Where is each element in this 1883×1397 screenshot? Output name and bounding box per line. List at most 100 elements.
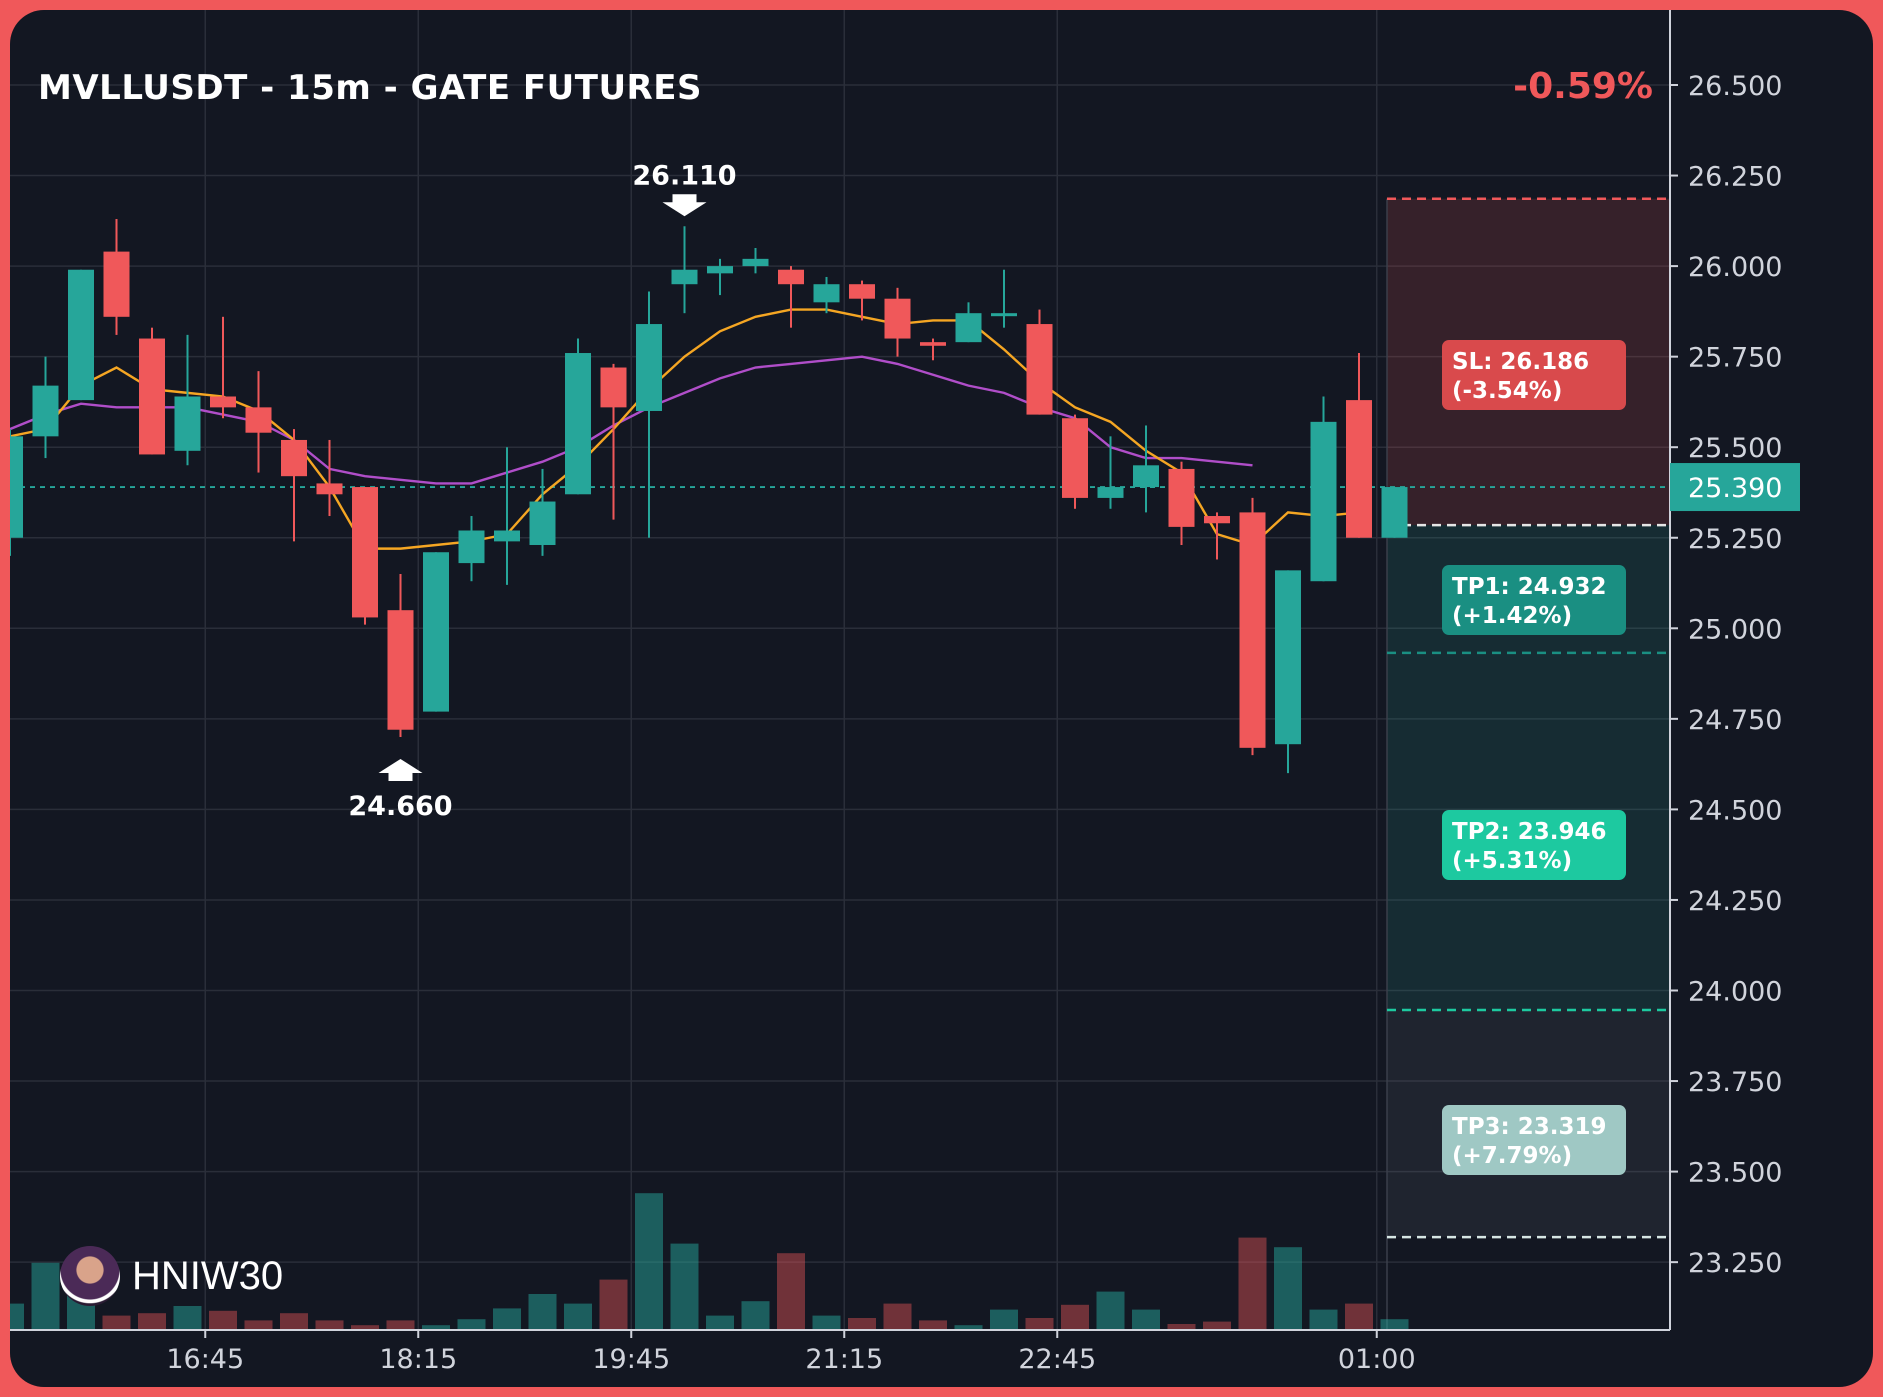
volume-bar	[386, 1320, 415, 1330]
candle	[707, 258, 733, 296]
tp2-label-sub: (+5.31%)	[1452, 848, 1572, 874]
tp1-label-text: TP1: 24.932	[1452, 574, 1607, 600]
volume-bar	[1167, 1324, 1196, 1330]
candle-body	[955, 313, 982, 343]
volume-bar	[173, 1306, 202, 1330]
candle-body	[103, 251, 130, 317]
y-tick-label: 25.500	[1688, 433, 1782, 464]
candle	[103, 219, 130, 335]
grid-lines	[10, 10, 1670, 1330]
candle	[1239, 497, 1266, 756]
current-price-label: 25.390	[1688, 473, 1782, 504]
candle-body	[1346, 400, 1372, 538]
volume-bar	[599, 1279, 628, 1330]
candle-body	[920, 342, 946, 346]
candle-body	[707, 266, 733, 274]
x-tick-label: 19:45	[592, 1344, 670, 1375]
candle-body	[1310, 421, 1337, 582]
candle	[1133, 425, 1159, 513]
candle-body	[32, 385, 59, 437]
y-tick-label: 25.250	[1688, 524, 1782, 555]
candle	[1381, 487, 1408, 538]
volume-bar	[1345, 1303, 1373, 1330]
candle-body	[1168, 468, 1195, 527]
candle	[636, 291, 662, 538]
ema-fast-line	[10, 308, 1360, 550]
volume-bar	[954, 1325, 983, 1330]
candle-body	[1239, 512, 1266, 748]
candle	[920, 338, 946, 361]
candle-body	[884, 298, 911, 339]
x-tick-label: 21:15	[805, 1344, 883, 1375]
tp1-label-bg	[1442, 565, 1626, 635]
volume-bar	[209, 1310, 237, 1330]
volume-bar	[351, 1325, 379, 1330]
volume-bar	[1132, 1309, 1160, 1330]
current-price-tag-bg	[1670, 463, 1800, 512]
volume-bar	[280, 1313, 308, 1330]
y-tick-label: 24.250	[1688, 886, 1782, 917]
candle	[1168, 461, 1195, 545]
tp3-label-box: TP3: 23.319 (+7.79%)	[1442, 1105, 1626, 1175]
tp1-label-box: TP1: 24.932 (+1.42%)	[1442, 565, 1626, 635]
candle	[458, 516, 485, 582]
candle-body	[10, 436, 23, 538]
volume-bar	[244, 1320, 273, 1330]
candles	[10, 219, 1408, 774]
candle	[387, 573, 414, 737]
brand-name: HNIW30	[132, 1253, 284, 1298]
candle	[68, 269, 94, 401]
y-tick-label: 23.500	[1688, 1158, 1782, 1189]
y-tick-label: 24.500	[1688, 795, 1782, 826]
sl-label-bg	[1442, 340, 1626, 410]
candle-body	[529, 501, 556, 545]
candle-body	[458, 530, 485, 564]
candle	[1026, 309, 1053, 415]
y-tick-label: 26.250	[1688, 162, 1782, 193]
volume-bar	[31, 1262, 60, 1330]
volume-bar	[919, 1320, 947, 1330]
y-tick-label: 24.000	[1688, 977, 1782, 1008]
volume-bar	[422, 1325, 450, 1330]
candle	[671, 226, 698, 314]
volume-bars	[10, 1193, 1409, 1330]
candle	[281, 429, 307, 542]
y-axis-ticks: 26.500 26.250 26.000 25.750 25.500 25.250 25.0…	[1670, 71, 1782, 1279]
candle	[174, 334, 201, 466]
sl-label-sub: (-3.54%)	[1452, 378, 1562, 404]
candle-body	[423, 552, 449, 712]
branding: HNIW30	[60, 1246, 283, 1306]
volume-bar	[528, 1294, 557, 1330]
candle-body	[387, 610, 414, 730]
candle-body	[139, 338, 165, 455]
candle	[600, 363, 627, 520]
volume-bar	[812, 1315, 841, 1330]
y-tick-label: 26.500	[1688, 71, 1782, 102]
volume-bar	[1309, 1309, 1338, 1330]
chart-title: MVLLUSDT - 15m - GATE FUTURES	[38, 68, 702, 108]
candle-body	[565, 353, 591, 495]
candle-body	[316, 483, 343, 495]
y-tick-label: 23.250	[1688, 1248, 1782, 1279]
volume-bar	[564, 1303, 592, 1330]
tp2-label-text: TP2: 23.946	[1452, 819, 1607, 845]
candle	[813, 276, 840, 314]
price-chart[interactable]: 26.110 24.660 SL: 26.186 (-3.54%) TP1: 24.93…	[10, 10, 1873, 1387]
candle-body	[671, 269, 698, 285]
candle	[955, 302, 982, 343]
candle	[10, 429, 23, 556]
candle	[1204, 512, 1230, 560]
volume-bar	[706, 1315, 734, 1330]
volume-bar	[777, 1253, 805, 1330]
candle	[742, 247, 769, 274]
tp3-label-sub: (+7.79%)	[1452, 1143, 1572, 1169]
candle-body	[849, 284, 875, 299]
candle	[245, 371, 272, 473]
candle	[1275, 570, 1301, 774]
candle-body	[281, 439, 307, 477]
candle-body	[1097, 487, 1124, 498]
candle-body	[1133, 465, 1159, 488]
price-change: -0.59%	[1513, 66, 1653, 107]
low-marker-label: 24.660	[348, 791, 452, 822]
